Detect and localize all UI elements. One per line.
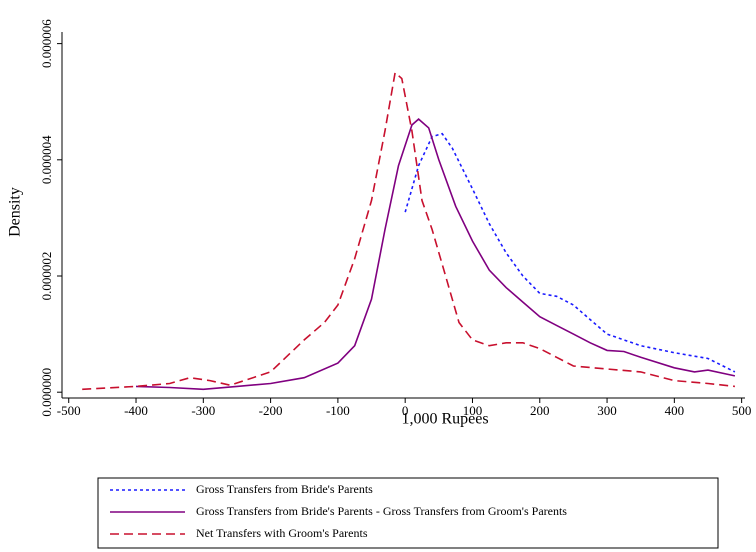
y-axis-label: Density bbox=[7, 187, 24, 237]
series-line bbox=[82, 71, 735, 391]
x-tick-label: -100 bbox=[326, 403, 350, 418]
x-tick-label: -200 bbox=[259, 403, 283, 418]
x-tick-label: -500 bbox=[57, 403, 81, 418]
x-tick-label: 0 bbox=[402, 403, 409, 418]
y-tick-label: 0.000004 bbox=[39, 135, 54, 184]
x-tick-label: -400 bbox=[124, 403, 148, 418]
series-line bbox=[135, 118, 736, 391]
x-tick-label: 400 bbox=[665, 403, 685, 418]
series-line bbox=[404, 132, 736, 373]
x-tick-label: 500 bbox=[732, 403, 752, 418]
x-tick-label: 100 bbox=[463, 403, 483, 418]
x-tick-label: -300 bbox=[191, 403, 215, 418]
x-axis-label: 1,000 Rupees bbox=[401, 411, 488, 428]
y-tick-label: 0.000006 bbox=[39, 19, 54, 68]
legend-label: Gross Transfers from Bride's Parents bbox=[196, 482, 373, 496]
legend-box bbox=[97, 477, 719, 549]
x-tick-label: 200 bbox=[530, 403, 550, 418]
legend-label: Net Transfers with Groom's Parents bbox=[196, 526, 368, 540]
y-tick-label: 0.000002 bbox=[39, 252, 54, 301]
x-tick-label: 300 bbox=[597, 403, 617, 418]
legend-label: Gross Transfers from Bride's Parents - G… bbox=[196, 504, 567, 518]
y-tick-label: 0.000000 bbox=[39, 368, 54, 417]
